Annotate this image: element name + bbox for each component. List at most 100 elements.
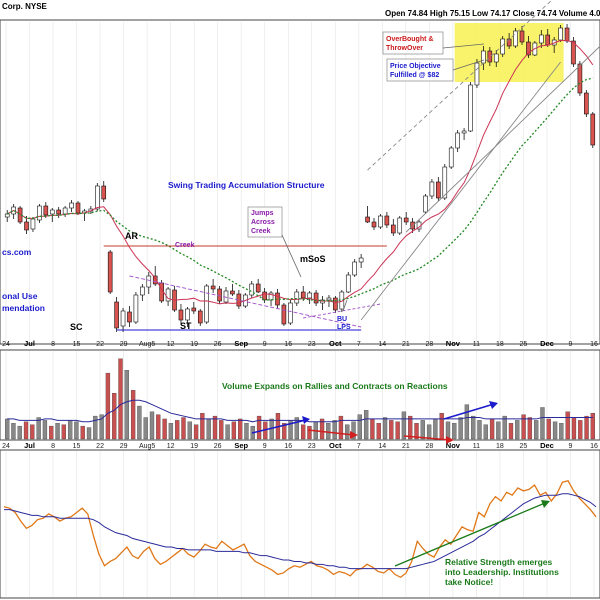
price-candle: [397, 216, 403, 235]
volume-bar: [80, 425, 85, 440]
price-candle: [140, 284, 145, 301]
st-label: ST: [180, 321, 192, 331]
volume-bar: [338, 415, 344, 440]
volume-bar: [552, 421, 558, 440]
candle-body: [571, 40, 576, 65]
candle-body: [493, 53, 499, 63]
price-candle: [127, 306, 132, 327]
x-tick-label: 26: [214, 341, 222, 348]
x-tick-label: 19: [190, 341, 198, 348]
x-tick-label: 12: [167, 443, 175, 450]
x-tick-label: 22: [96, 443, 104, 450]
price-candle: [423, 194, 428, 214]
volume-bar: [319, 418, 325, 440]
volume-bar: [389, 420, 394, 440]
volume-bar: [231, 421, 237, 440]
candle-body: [43, 205, 49, 216]
price-candle: [448, 146, 454, 169]
long-moving-average: [6, 77, 593, 302]
candle-body: [500, 38, 505, 55]
x-tick-label: Jul: [24, 441, 35, 450]
candle-body: [455, 132, 460, 149]
x-tick-label: 16: [590, 341, 598, 348]
price-candle: [436, 177, 441, 201]
x-tick-label: 16: [284, 443, 292, 450]
candle-body: [178, 309, 184, 321]
volume-bar: [483, 424, 488, 440]
candle-body: [539, 34, 544, 44]
candle-body: [230, 290, 235, 295]
volume-bar: [256, 415, 262, 440]
price-candle: [384, 212, 390, 228]
price-panel-frame: [0, 19, 600, 345]
quote-readout: Open 74.84 High 75.15 Low 74.17 Close 74…: [385, 9, 600, 18]
grid-lines: [5, 22, 595, 597]
x-tick-label: 15: [73, 341, 81, 348]
left-text-2: onal Use: [2, 291, 38, 301]
volume-bar: [149, 411, 155, 440]
volume-note: Volume Expands on Rallies and Contracts …: [222, 381, 448, 391]
x-tick-label: Dec: [540, 339, 554, 348]
price-candle: [468, 82, 473, 132]
volume-bar: [187, 421, 192, 440]
candle-body: [391, 224, 396, 234]
price-candle: [378, 214, 383, 229]
volume-bar: [464, 404, 470, 440]
price-candle: [197, 309, 203, 326]
volume-bar: [534, 420, 539, 440]
x-tick-label: 8: [51, 341, 55, 348]
candle-body: [365, 216, 370, 223]
volume-bar: [49, 425, 54, 440]
x-tick-label: 29: [120, 443, 128, 450]
volume-bar: [212, 415, 218, 440]
candle-body: [152, 275, 158, 285]
candle-body: [249, 283, 255, 296]
x-tick-label: 9: [263, 443, 267, 450]
x-tick-label: Nov: [446, 441, 461, 450]
jumps-callout: Jumps Across Creek: [247, 206, 283, 238]
volume-bar: [193, 424, 199, 440]
price-candle: [455, 130, 460, 152]
x-tick-label: 15: [73, 443, 81, 450]
candle-body: [133, 294, 139, 323]
x-tick-label: 28: [425, 341, 433, 348]
x-tick-label: Jul: [24, 339, 35, 348]
x-tick-label: Dec: [540, 441, 554, 450]
volume-bar: [426, 424, 432, 440]
price-candle: [95, 183, 100, 211]
price-candle: [539, 30, 544, 48]
volume-bar: [439, 413, 444, 440]
volume-bar: [458, 417, 463, 440]
price-candle: [107, 250, 113, 294]
volume-bar: [515, 420, 520, 440]
x-tick-label: 25: [520, 443, 528, 450]
volume-panel-frame: [0, 349, 600, 441]
price-candle: [294, 289, 300, 306]
volume-bar: [67, 420, 73, 440]
volume-bar: [61, 424, 66, 440]
price-candle: [217, 286, 222, 304]
volume-bar: [307, 425, 312, 440]
volume-bar: [4, 418, 10, 440]
x-tick-label: Sep: [234, 441, 248, 450]
x-tick-label: 16: [284, 341, 292, 348]
price-candle: [223, 287, 229, 304]
candle-body: [442, 166, 448, 199]
price-candle: [358, 254, 364, 268]
left-text-1: cs.com: [2, 247, 32, 257]
volume-bar: [93, 415, 98, 440]
candle-body: [513, 30, 518, 47]
relative-strength-note: Relative Strength emerges into Leadership…: [445, 557, 559, 587]
sc-label: SC: [70, 322, 83, 332]
candle-body: [564, 27, 570, 42]
candle-body: [577, 63, 583, 94]
volume-bar: [578, 420, 583, 440]
volume-bar: [23, 421, 29, 440]
creek-label: Creek: [175, 242, 195, 249]
candle-body: [526, 41, 531, 56]
candle-body: [468, 84, 473, 132]
x-tick-label: Oct: [329, 441, 342, 450]
x-axis-ticks: 24 24 Jul Jul 8 8 15 15 22 22 29 29 Aug5 Aug5 12 12 19 19…: [2, 339, 598, 450]
volume-arrows: [251, 401, 550, 567]
volume-bar: [496, 421, 501, 440]
